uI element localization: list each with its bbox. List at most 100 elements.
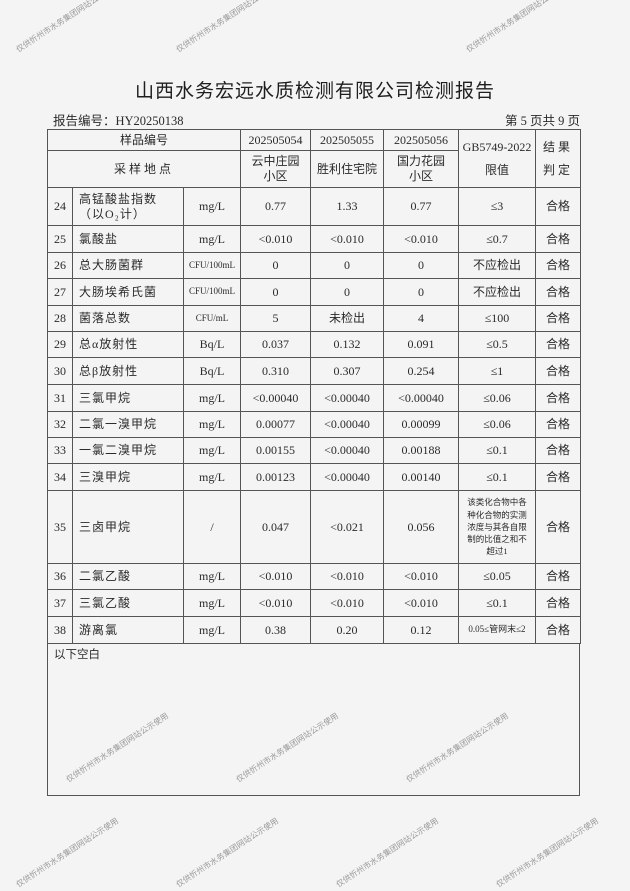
unit: mg/L — [183, 384, 241, 412]
unit: mg/L — [183, 437, 241, 464]
value: <0.00040 — [383, 384, 459, 412]
row-number: 26 — [47, 252, 73, 279]
limit: ≤0.1 — [458, 437, 536, 464]
parameter-name: 高锰酸盐指数（以O₂计） — [72, 187, 184, 226]
sample-no: 202505055 — [310, 129, 384, 151]
limit: 0.05≤管网末≤2 — [458, 616, 536, 644]
value: 0.037 — [240, 331, 311, 358]
value: 0 — [240, 278, 311, 306]
result: 合格 — [535, 278, 581, 306]
value: 0.056 — [383, 490, 459, 564]
sample-location: 国力花园小区 — [383, 150, 459, 188]
table-row: 28 菌落总数 CFU/mL 5 未检出 4 ≤100 合格 — [47, 305, 581, 332]
row-number: 28 — [47, 305, 73, 332]
parameter-name: 总大肠菌群 — [72, 252, 184, 279]
parameter-name: 一氯二溴甲烷 — [72, 437, 184, 464]
blank-note: 以下空白 — [54, 647, 100, 661]
parameter-name: 总α放射性 — [72, 331, 184, 358]
parameter-name: 菌落总数 — [72, 305, 184, 332]
value: 0.00140 — [383, 463, 459, 491]
sample-no: 202505054 — [240, 129, 311, 151]
unit: / — [183, 490, 241, 564]
result: 合格 — [535, 563, 581, 590]
limit: 不应检出 — [458, 252, 536, 279]
row-number: 25 — [47, 225, 73, 253]
unit: mg/L — [183, 563, 241, 590]
header-row-sample-no: 样品编号 202505054 202505055 202505056 GB574… — [47, 129, 581, 188]
value: <0.010 — [383, 563, 459, 590]
parameter-name: 总β放射性 — [72, 357, 184, 385]
parameter-name: 三氯乙酸 — [72, 589, 184, 617]
value: <0.00040 — [310, 437, 384, 464]
value: <0.010 — [383, 589, 459, 617]
value: 0.254 — [383, 357, 459, 385]
watermark-text: 仅供忻州市水务集团网站公示使用 — [464, 0, 571, 55]
sample-location: 云中庄园小区 — [240, 150, 311, 188]
value: 0.132 — [310, 331, 384, 358]
header-row-location: 采样地点 云中庄园小区 胜利住宅院 国力花园小区 — [47, 150, 581, 188]
result: 合格 — [535, 411, 581, 438]
result: 合格 — [535, 463, 581, 491]
result: 合格 — [535, 357, 581, 385]
value: 0.77 — [240, 187, 311, 226]
row-number: 31 — [47, 384, 73, 412]
table-row: 37 三氯乙酸 mg/L <0.010 <0.010 <0.010 ≤0.1 合格 — [47, 589, 581, 617]
unit: CFU/mL — [183, 305, 241, 332]
limit: ≤0.7 — [458, 225, 536, 253]
value: 0.047 — [240, 490, 311, 564]
value: <0.010 — [383, 225, 459, 253]
value: 未检出 — [310, 305, 384, 332]
unit: Bq/L — [183, 357, 241, 385]
value: 0.38 — [240, 616, 311, 644]
value: 0 — [310, 252, 384, 279]
watermark-text: 仅供忻州市水务集团网站公示使用 — [494, 816, 601, 890]
result: 合格 — [535, 252, 581, 279]
table-row: 33 一氯二溴甲烷 mg/L 0.00155 <0.00040 0.00188 ≤0.1 合格 — [47, 437, 581, 464]
result: 合格 — [535, 616, 581, 644]
value: 0.091 — [383, 331, 459, 358]
location-label: 采样地点 — [47, 150, 241, 188]
watermark-text: 仅供忻州市水务集团网站公示使用 — [334, 816, 441, 890]
result: 合格 — [535, 437, 581, 464]
value: <0.00040 — [310, 463, 384, 491]
watermark-text: 仅供忻州市水务集团网站公示使用 — [14, 816, 121, 890]
parameter-name: 游离氯 — [72, 616, 184, 644]
value: 0 — [383, 278, 459, 306]
table-row: 26 总大肠菌群 CFU/100mL 0 0 0 不应检出 合格 — [47, 252, 581, 279]
value: 0.00188 — [383, 437, 459, 464]
watermark-text: 仅供忻州市水务集团网站公示使用 — [14, 0, 121, 55]
value: 0.307 — [310, 357, 384, 385]
value: <0.010 — [240, 589, 311, 617]
row-number: 38 — [47, 616, 73, 644]
value: <0.021 — [310, 490, 384, 564]
limit: ≤100 — [458, 305, 536, 332]
result: 合格 — [535, 384, 581, 412]
parameter-name: 三卤甲烷 — [72, 490, 184, 564]
value: <0.010 — [310, 589, 384, 617]
row-number: 34 — [47, 463, 73, 491]
value: 0.12 — [383, 616, 459, 644]
row-number: 32 — [47, 411, 73, 438]
table-row: 29 总α放射性 Bq/L 0.037 0.132 0.091 ≤0.5 合格 — [47, 331, 581, 358]
table-row: 27 大肠埃希氏菌 CFU/100mL 0 0 0 不应检出 合格 — [47, 278, 581, 306]
table-row: 35 三卤甲烷/0.047 <0.021 0.056 该类化合物中各种化合物的实测浓度与… — [47, 490, 581, 564]
row-number: 37 — [47, 589, 73, 617]
limit: ≤0.06 — [458, 384, 536, 412]
value: 0.00077 — [240, 411, 311, 438]
unit: mg/L — [183, 589, 241, 617]
report-title: 山西水务宏远水质检测有限公司检测报告 — [134, 80, 495, 102]
sample-location: 胜利住宅院 — [310, 150, 384, 188]
row-number: 30 — [47, 357, 73, 385]
sample-no: 202505056 — [383, 129, 459, 151]
limit: ≤0.06 — [458, 411, 536, 438]
sample-no-label: 样品编号 — [47, 129, 241, 151]
parameter-name: 三氯甲烷 — [72, 384, 184, 412]
row-number: 33 — [47, 437, 73, 464]
value: <0.010 — [240, 563, 311, 590]
result: 合格 — [535, 331, 581, 358]
value: <0.00040 — [310, 411, 384, 438]
report-body: 样品编号 202505054 202505055 202505056 GB574… — [47, 129, 581, 796]
table-row: 25 氯酸盐 mg/L <0.010 <0.010 <0.010 ≤0.7 合格 — [47, 225, 581, 253]
watermark-text: 仅供忻州市水务集团网站公示使用 — [174, 0, 281, 55]
value: <0.010 — [240, 225, 311, 253]
